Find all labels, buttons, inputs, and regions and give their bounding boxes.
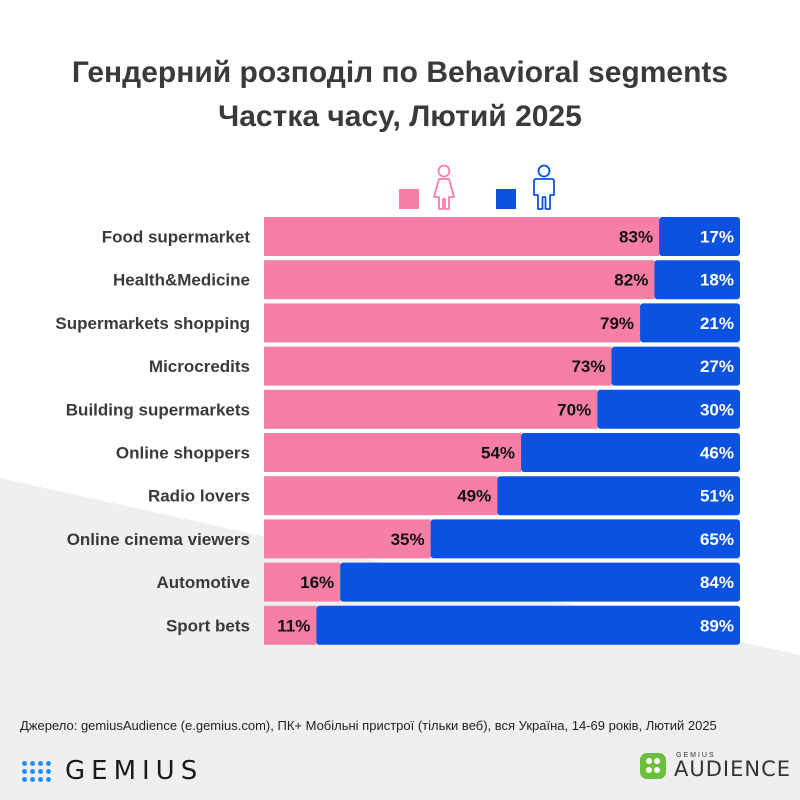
- male-value-label: 18%: [700, 271, 734, 290]
- bar-male: [611, 346, 740, 386]
- bar-female: [264, 260, 655, 300]
- bar-male: [654, 260, 740, 300]
- bar-female: [264, 217, 660, 256]
- category-label: Online shoppers: [116, 444, 250, 463]
- female-value-label: 11%: [277, 616, 310, 635]
- bar-female: [264, 519, 431, 559]
- category-label: Supermarkets shopping: [55, 314, 250, 333]
- bar-female: [264, 346, 612, 386]
- gemius-audience-logo: GEMIUS AUDIENCE: [640, 752, 791, 780]
- female-value-label: 82%: [614, 271, 648, 290]
- category-label: Food supermarket: [102, 228, 251, 247]
- female-icon: [433, 164, 455, 210]
- chart-title: Гендерний розподіл по Behavioral segment…: [71, 56, 729, 89]
- category-label: Microcredits: [149, 357, 250, 376]
- category-label: Automotive: [157, 573, 251, 592]
- chart-subtitle: Частка часу, Лютий 2025: [218, 100, 582, 133]
- female-value-label: 35%: [391, 530, 425, 549]
- gemius-wordmark: GEMIUS: [65, 756, 204, 786]
- gemius-logo: GEMIUS: [22, 756, 203, 786]
- female-value-label: 79%: [600, 314, 634, 333]
- category-label: Online cinema viewers: [67, 530, 250, 549]
- audience-badge-icon: [640, 753, 666, 779]
- bar-male: [340, 562, 740, 602]
- male-value-label: 27%: [700, 357, 734, 376]
- male-value-label: 46%: [700, 444, 734, 463]
- audience-logo-small: GEMIUS: [676, 752, 716, 759]
- male-icon: [533, 164, 555, 210]
- bar-male: [521, 433, 740, 472]
- bar-male: [316, 605, 740, 645]
- male-value-label: 17%: [700, 228, 734, 247]
- female-value-label: 16%: [300, 573, 334, 592]
- male-value-label: 21%: [700, 314, 734, 333]
- source-note: Джерело: gemiusAudience (e.gemius.com), …: [20, 718, 717, 733]
- category-label: Radio lovers: [148, 487, 250, 506]
- male-value-label: 84%: [700, 573, 734, 592]
- bar-female: [264, 476, 498, 516]
- bar-male: [597, 389, 740, 429]
- bar-female: [264, 605, 317, 645]
- male-value-label: 65%: [700, 530, 734, 549]
- bar-female: [264, 389, 598, 429]
- male-value-label: 51%: [700, 487, 734, 506]
- female-value-label: 70%: [557, 400, 591, 419]
- gemius-dots-icon: [22, 760, 51, 782]
- female-value-label: 54%: [481, 444, 515, 463]
- bar-female: [264, 433, 522, 472]
- legend-male-swatch: [496, 189, 516, 209]
- bar-female: [264, 303, 641, 343]
- male-value-label: 30%: [700, 400, 734, 419]
- male-value-label: 89%: [700, 616, 734, 635]
- legend: [0, 163, 800, 215]
- bar-male: [430, 519, 740, 559]
- bar-female: [264, 562, 341, 602]
- bar-male: [640, 303, 740, 343]
- category-label: Building supermarkets: [66, 400, 250, 419]
- bar-male: [497, 476, 740, 516]
- category-label: Health&Medicine: [113, 271, 250, 290]
- audience-logo-big: AUDIENCE: [674, 757, 792, 781]
- bar-male: [659, 217, 740, 256]
- female-value-label: 73%: [571, 357, 605, 376]
- legend-female-swatch: [399, 189, 419, 209]
- category-label: Sport bets: [166, 616, 250, 635]
- female-value-label: 49%: [457, 487, 491, 506]
- female-value-label: 83%: [619, 228, 653, 247]
